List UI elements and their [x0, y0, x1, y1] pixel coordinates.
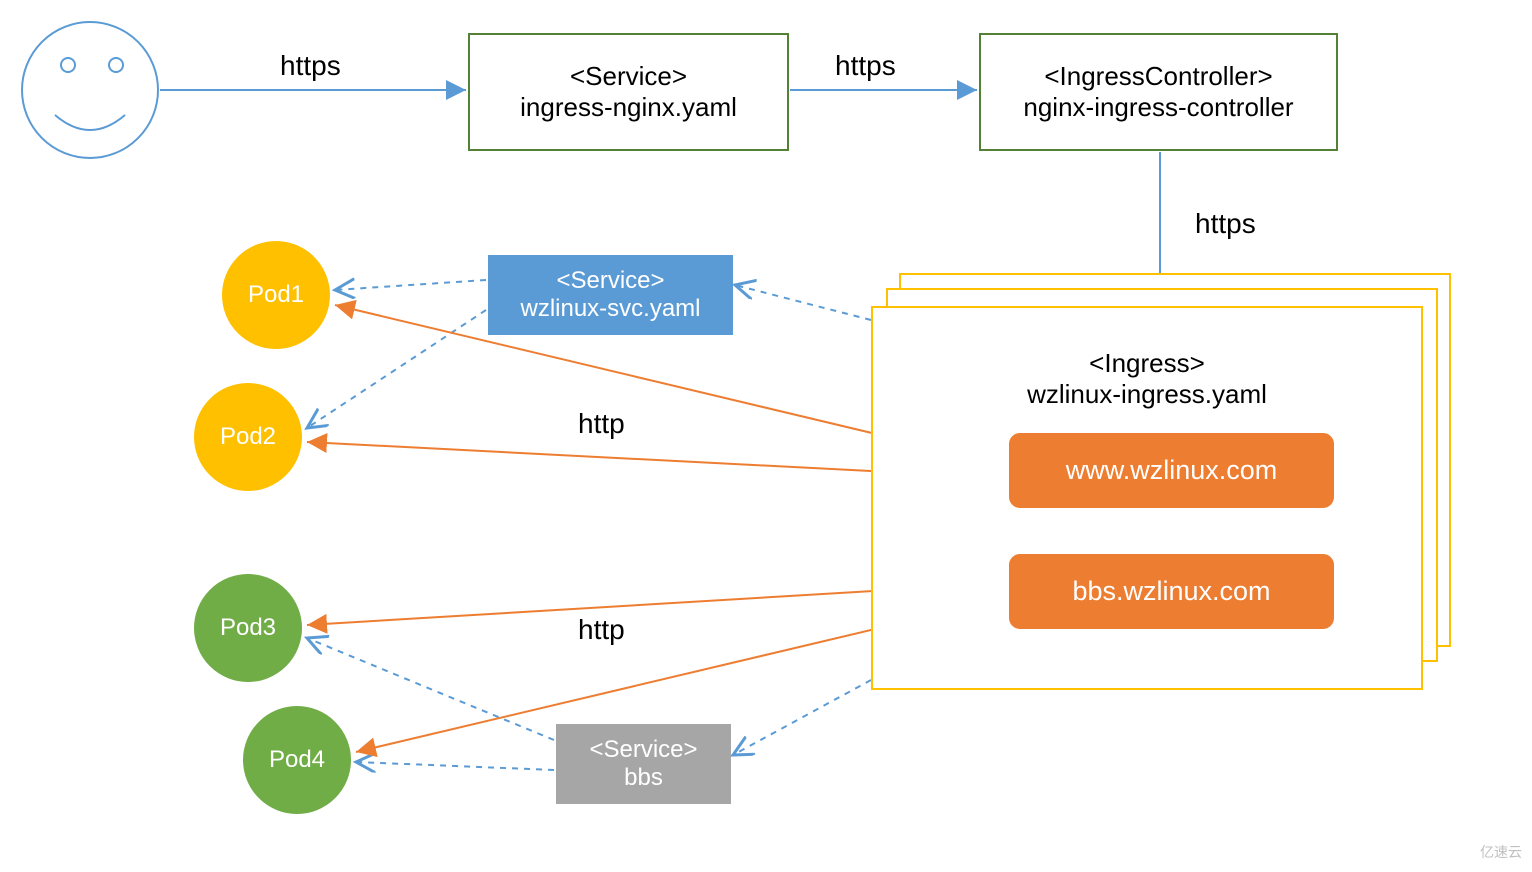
- dash-svcblue-pod2: [307, 310, 486, 428]
- dash-ingress-to-svc-gray: [733, 680, 871, 755]
- service-box-title: <Service>: [570, 61, 687, 92]
- pod3: Pod3: [193, 573, 303, 683]
- ingress-controller-sub: nginx-ingress-controller: [1023, 92, 1293, 123]
- ingress-title: <Ingress>: [873, 348, 1421, 379]
- dash-svcgray-pod3: [307, 638, 554, 740]
- pod3-label: Pod3: [220, 614, 276, 642]
- smiley-eye-right: [109, 58, 123, 72]
- svc-gray-sub: bbs: [624, 764, 663, 792]
- ingress-rule-www: www.wzlinux.com: [1008, 432, 1335, 509]
- service-box: <Service> ingress-nginx.yaml: [468, 33, 789, 151]
- svc-blue-title: <Service>: [556, 267, 664, 295]
- ingress-subtitle: wzlinux-ingress.yaml: [873, 379, 1421, 410]
- svc-gray-title: <Service>: [589, 736, 697, 764]
- pod2-label: Pod2: [220, 423, 276, 451]
- diagram-canvas: <Service> ingress-nginx.yaml <IngressCon…: [0, 0, 1532, 872]
- ingress-rule-bbs: bbs.wzlinux.com: [1008, 553, 1335, 630]
- label-https-2: https: [835, 50, 896, 82]
- ingress-rule-www-label: www.wzlinux.com: [1066, 455, 1278, 486]
- svc-blue-sub: wzlinux-svc.yaml: [520, 295, 700, 323]
- pod1: Pod1: [221, 240, 331, 350]
- watermark: 亿速云: [1480, 842, 1522, 862]
- ingress-controller-box: <IngressController> nginx-ingress-contro…: [979, 33, 1338, 151]
- pod4: Pod4: [242, 705, 352, 815]
- ingress-controller-title: <IngressController>: [1044, 61, 1272, 92]
- service-box-sub: ingress-nginx.yaml: [520, 92, 737, 123]
- svc-blue-box: <Service> wzlinux-svc.yaml: [488, 255, 733, 335]
- pod4-label: Pod4: [269, 746, 325, 774]
- dash-svcgray-pod4: [356, 762, 554, 770]
- svc-gray-box: <Service> bbs: [556, 724, 731, 804]
- smiley-face: [22, 22, 158, 158]
- label-https-3: https: [1195, 208, 1256, 240]
- dash-svcblue-pod1: [335, 280, 486, 290]
- smiley-eye-left: [61, 58, 75, 72]
- label-http-2: http: [578, 614, 625, 646]
- pod1-label: Pod1: [248, 281, 304, 309]
- dash-ingress-to-svc-blue: [735, 285, 871, 320]
- pod2: Pod2: [193, 382, 303, 492]
- smiley-mouth: [55, 115, 125, 130]
- label-https-1: https: [280, 50, 341, 82]
- label-http-1: http: [578, 408, 625, 440]
- ingress-rule-bbs-label: bbs.wzlinux.com: [1072, 576, 1270, 607]
